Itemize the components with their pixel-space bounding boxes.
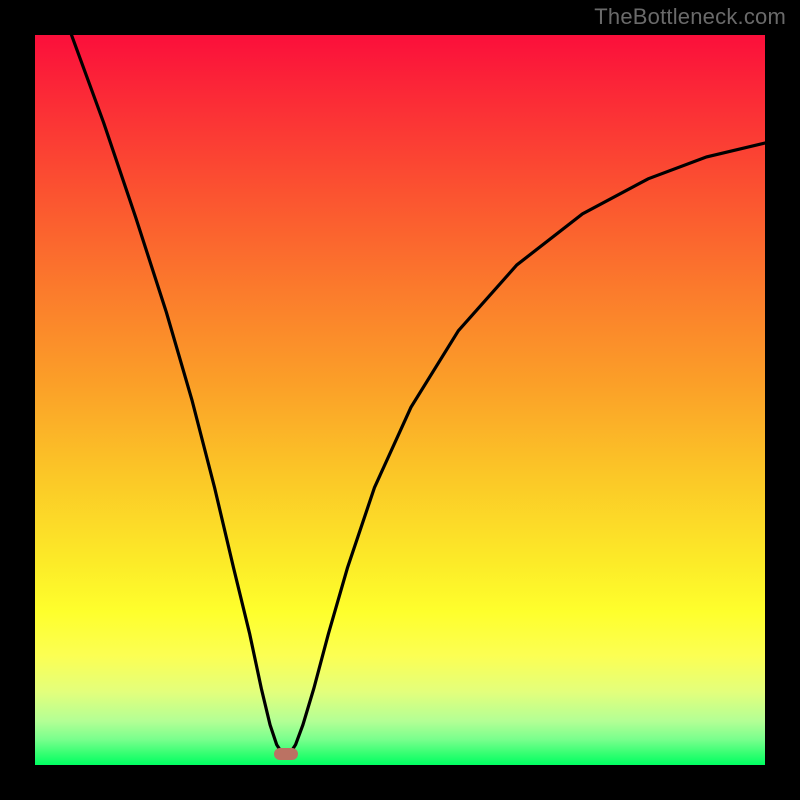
plot-area	[35, 35, 765, 765]
watermark-text: TheBottleneck.com	[594, 4, 786, 30]
curve-left-branch	[72, 35, 282, 753]
minimum-marker	[274, 748, 298, 760]
curve-overlay	[35, 35, 765, 765]
curve-right-branch	[291, 143, 766, 753]
